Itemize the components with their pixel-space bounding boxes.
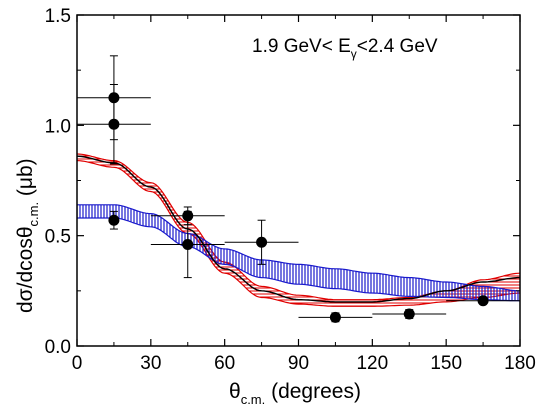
axis-ticks: 0 30 60 90 120 150 180 0.0 0.5 1.0 1.5 <box>45 6 536 374</box>
data-point-6 <box>298 311 373 323</box>
point-marker <box>329 311 341 323</box>
x-tick-label: 0 <box>72 353 83 374</box>
data-point-2 <box>108 210 120 230</box>
data-points <box>77 55 520 323</box>
x-tick-label: 90 <box>288 353 309 374</box>
data-point-5 <box>224 219 299 265</box>
data-point-4 <box>150 210 225 279</box>
x-tick-label: 60 <box>214 353 235 374</box>
model-curves <box>77 155 520 303</box>
y-tick-label: 1.0 <box>45 116 71 137</box>
energy-annotation: 1.9 GeV< Eγ<2.4 GeV <box>252 36 438 61</box>
data-point-8 <box>446 295 520 307</box>
data-point-7 <box>372 308 447 320</box>
band-upper-edge-1 <box>77 204 520 292</box>
x-tick-label: 120 <box>356 353 388 374</box>
band-lower-edge-1 <box>77 217 520 302</box>
x-tick-label: 150 <box>430 353 462 374</box>
point-marker <box>477 295 489 307</box>
band-lower-edge-0 <box>77 160 520 307</box>
x-tick-label: 180 <box>504 353 536 374</box>
point-marker <box>108 214 120 226</box>
model-bands <box>77 153 520 307</box>
y-axis-title: dσ/dcosθc.m. (μb) <box>14 158 41 313</box>
y-tick-label: 0.5 <box>45 227 71 248</box>
point-marker <box>108 118 120 130</box>
x-tick-label: 30 <box>140 353 161 374</box>
y-tick-label: 0.0 <box>45 337 71 358</box>
x-axis-title: θc.m. (degrees) <box>229 380 361 406</box>
model-curve <box>77 155 520 303</box>
point-marker <box>256 236 268 248</box>
point-marker <box>403 308 415 320</box>
point-marker <box>182 238 194 250</box>
y-tick-label: 1.5 <box>45 6 71 27</box>
data-point-1 <box>77 84 151 165</box>
